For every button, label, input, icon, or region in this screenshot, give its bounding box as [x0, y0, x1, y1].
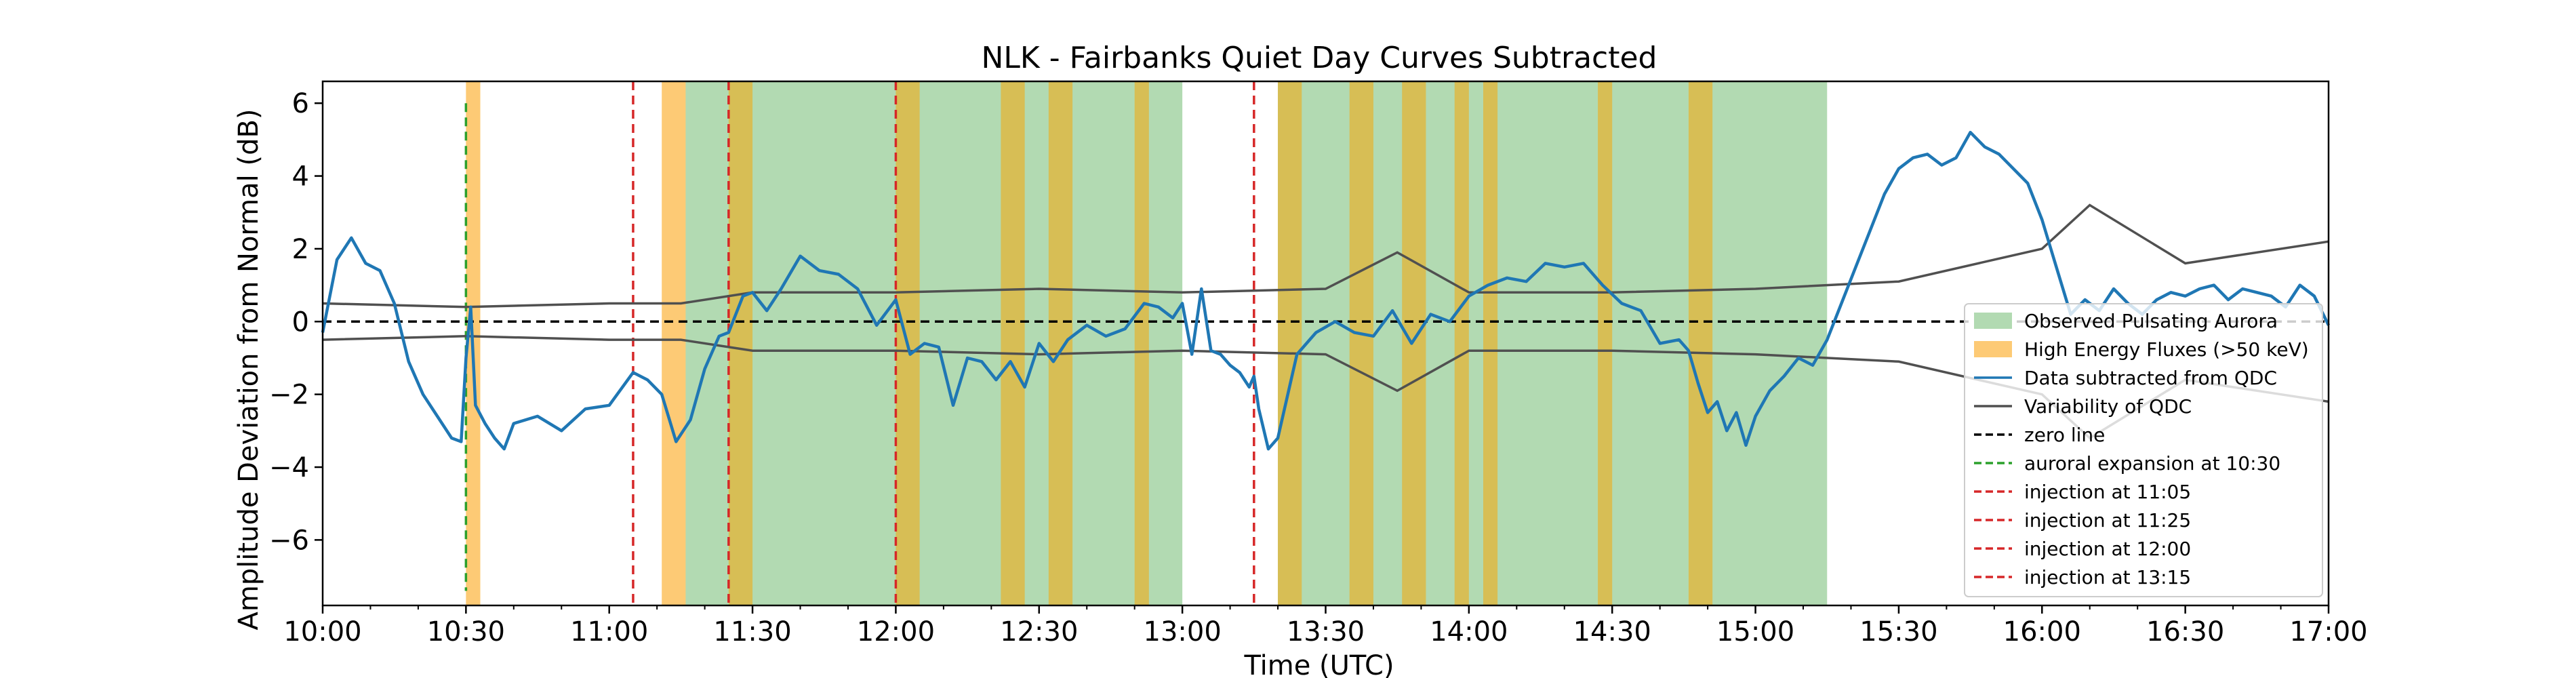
y-tick-label-6: −6 [269, 525, 309, 556]
pulsating-aurora-band-0 [681, 81, 1183, 605]
legend-label-5: auroral expansion at 10:30 [2024, 452, 2280, 475]
y-tick-label-0: 6 [292, 88, 309, 119]
x-tick-label-3: 11:30 [713, 616, 791, 647]
x-tick-label-1: 10:30 [427, 616, 505, 647]
y-tick-label-3: 0 [292, 306, 309, 338]
legend-label-8: injection at 12:00 [2024, 538, 2191, 560]
legend-label-6: injection at 11:05 [2024, 481, 2191, 503]
legend-label-2: Data subtracted from QDC [2024, 367, 2277, 389]
x-tick-label-0: 10:00 [283, 616, 361, 647]
data-series-layer [321, 130, 2331, 451]
high-energy-band-7 [1278, 81, 1302, 605]
data-series-line-0 [321, 130, 2331, 451]
legend-label-7: injection at 11:25 [2024, 509, 2191, 532]
legend-label-0: Observed Pulsating Aurora [2024, 310, 2278, 332]
y-tick-label-1: 4 [292, 161, 309, 193]
x-tick-label-14: 17:00 [2289, 616, 2367, 647]
high-energy-band-4 [1001, 81, 1025, 605]
high-energy-band-8 [1349, 81, 1373, 605]
y-axis-ticks: 6 4 2 0 −2 −4 −6 [269, 88, 323, 556]
x-tick-label-8: 14:00 [1430, 616, 1508, 647]
legend-label-1: High Energy Fluxes (>50 keV) [2024, 338, 2309, 361]
x-tick-label-9: 14:30 [1573, 616, 1651, 647]
x-tick-label-2: 11:00 [570, 616, 648, 647]
high-energy-band-6 [1134, 81, 1149, 605]
x-tick-label-4: 12:00 [857, 616, 935, 647]
x-tick-label-5: 12:30 [1000, 616, 1078, 647]
chart-title: NLK - Fairbanks Quiet Day Curves Subtrac… [982, 41, 1657, 75]
x-tick-label-7: 13:30 [1287, 616, 1365, 647]
x-tick-label-12: 16:00 [2003, 616, 2081, 647]
high-energy-band-1 [662, 81, 686, 605]
x-tick-label-10: 15:00 [1716, 616, 1794, 647]
legend: Observed Pulsating Aurora High Energy Flu… [1964, 303, 2323, 597]
x-tick-label-6: 13:00 [1144, 616, 1222, 647]
x-axis-label: Time (UTC) [1243, 650, 1394, 678]
legend-swatch-1 [1974, 341, 2012, 357]
high-energy-band-9 [1402, 81, 1426, 605]
high-energy-band-5 [1048, 81, 1073, 605]
y-tick-label-4: −2 [269, 380, 309, 411]
x-tick-label-13: 16:30 [2146, 616, 2224, 647]
high-energy-band-12 [1598, 81, 1613, 605]
x-tick-label-11: 15:30 [1859, 616, 1937, 647]
y-tick-label-2: 2 [292, 234, 309, 265]
legend-box [1964, 303, 2323, 597]
legend-label-3: Variability of QDC [2024, 395, 2192, 418]
legend-label-9: injection at 13:15 [2024, 566, 2191, 589]
y-axis-label: Amplitude Deviation from Normal (dB) [233, 108, 264, 630]
high-energy-band-2 [728, 81, 753, 605]
legend-label-4: zero line [2024, 424, 2105, 446]
interval-bands [466, 81, 1828, 605]
high-energy-band-11 [1483, 81, 1498, 605]
high-energy-band-13 [1688, 81, 1713, 605]
legend-swatch-0 [1974, 313, 2012, 329]
high-energy-band-10 [1454, 81, 1469, 605]
x-axis-ticks: 10:00 10:30 11:00 11:30 12:00 12:30 13:00 13:30… [283, 605, 2368, 647]
y-tick-label-5: −4 [269, 452, 309, 483]
